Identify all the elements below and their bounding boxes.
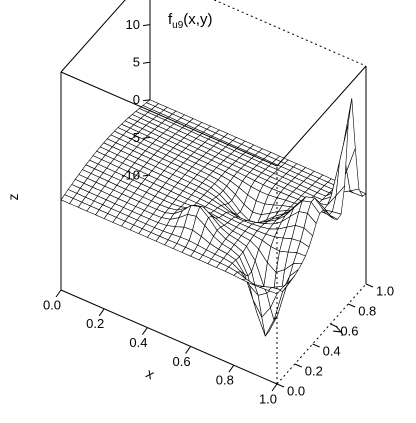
x-tick <box>141 327 148 335</box>
y-tick <box>294 363 302 368</box>
surface-mesh <box>60 98 367 337</box>
x-tick-label: 0.4 <box>129 335 147 350</box>
y-tick <box>365 283 374 288</box>
y-tick <box>312 343 320 348</box>
x-tick-label: 0.6 <box>173 354 191 369</box>
y-tick-label: 0.2 <box>305 363 323 378</box>
z-tick-label: -10 <box>121 167 140 182</box>
axes: -10-50510150.00.20.40.60.81.00.00.20.40.… <box>43 17 394 406</box>
x-tick <box>228 364 235 373</box>
z-tick-label: 10 <box>126 17 140 32</box>
z-tick <box>142 99 151 102</box>
z-tick <box>142 24 151 27</box>
box-edge-front-bottom <box>60 289 278 385</box>
y-tick <box>348 303 356 308</box>
chart-title-args: (x,y) <box>183 11 212 28</box>
x-tick-label: 0.8 <box>216 373 234 388</box>
box-edge-back-bottom <box>276 283 367 385</box>
y-tick <box>330 323 338 328</box>
x-tick <box>271 383 278 392</box>
box-edge-left-top <box>60 0 126 73</box>
y-tick <box>276 383 285 388</box>
y-tick-label: 0.4 <box>323 343 341 358</box>
z-axis-label: z <box>5 194 21 201</box>
x-tick-label: 0.2 <box>86 316 104 331</box>
chart-title: fu9(x,y) <box>168 11 212 31</box>
chart-title-main: f <box>168 11 173 28</box>
chart-title-subscript: u9 <box>172 20 184 31</box>
box-front-edges <box>60 65 367 385</box>
z-tick <box>142 61 151 64</box>
box-edge-right-top <box>276 65 367 167</box>
x-axis-label: x <box>144 365 158 382</box>
y-tick-label: 0.6 <box>340 323 358 338</box>
x-tick <box>98 308 105 317</box>
surface-facet <box>267 287 282 295</box>
x-tick <box>185 346 192 354</box>
y-tick-label: 0.0 <box>287 383 305 398</box>
box-edge-back-top <box>213 0 367 67</box>
y-tick-label: 0.8 <box>358 303 376 318</box>
z-tick <box>142 136 151 139</box>
box-edge-front-top <box>60 71 278 167</box>
z-tick <box>142 174 151 177</box>
z-tick-label: 0 <box>133 92 140 107</box>
y-tick-label: 1.0 <box>376 283 394 298</box>
z-tick-label: 5 <box>133 55 140 70</box>
x-tick-label: 1.0 <box>259 391 277 406</box>
x-tick-label: 0.0 <box>43 297 61 312</box>
z-tick-label: -5 <box>128 130 140 145</box>
x-tick <box>55 289 62 298</box>
